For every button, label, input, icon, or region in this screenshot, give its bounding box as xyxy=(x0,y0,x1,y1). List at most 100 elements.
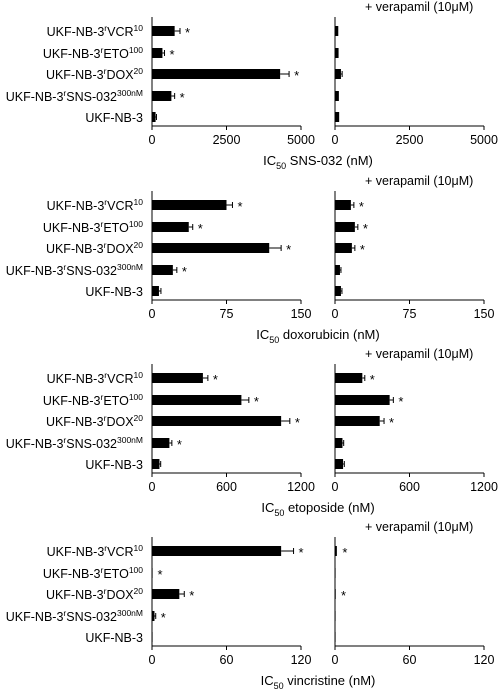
category-base-text: UKF-NB-3 xyxy=(85,458,143,472)
category-superscript: r xyxy=(104,197,107,207)
category-label: UKF-NB-3rSNS-032300nM xyxy=(6,88,143,104)
bar xyxy=(152,112,156,122)
x-axis-label: IC50 doxorubicin (nM) xyxy=(256,327,379,345)
category-base-text: UKF-NB-3 xyxy=(46,242,104,256)
category-base-text: UKF-NB-3 xyxy=(46,415,104,429)
x-tick-label: 120 xyxy=(474,653,495,667)
category-superscript: r xyxy=(104,66,107,76)
category-label: UKF-NB-3rDOX20 xyxy=(46,413,143,429)
x-axis-label-suffix: SNS-032 (nM) xyxy=(286,153,373,168)
category-superscript: 10 xyxy=(134,197,144,207)
bar xyxy=(152,243,270,253)
significance-marker: * xyxy=(360,242,365,257)
category-base-text: UKF-NB-3 xyxy=(47,199,105,213)
bar xyxy=(335,265,340,275)
bar xyxy=(335,589,336,599)
category-name-text: VCR xyxy=(107,545,133,559)
category-superscript: r xyxy=(104,413,107,423)
x-tick-label: 120 xyxy=(291,653,312,667)
significance-marker: * xyxy=(294,68,299,83)
bar xyxy=(152,69,281,79)
significance-marker: * xyxy=(359,199,364,214)
category-base-text: UKF-NB-3 xyxy=(43,567,101,581)
x-tick-label: 0 xyxy=(332,480,339,494)
x-tick-label: 60 xyxy=(403,653,417,667)
x-tick-label: 600 xyxy=(399,480,420,494)
category-base-text: UKF-NB-3 xyxy=(85,285,143,299)
x-tick-label: 2500 xyxy=(396,133,424,147)
significance-marker: * xyxy=(177,437,182,452)
category-label: UKF-NB-3rETO100 xyxy=(43,219,143,235)
x-axis-label-suffix: vincristine (nM) xyxy=(284,673,376,688)
category-name-text: ETO xyxy=(103,394,129,408)
bar xyxy=(335,568,336,578)
bar xyxy=(335,416,380,426)
x-tick-label: 75 xyxy=(403,307,417,321)
x-axis-label-prefix: IC xyxy=(256,327,269,342)
x-axis-label-subscript: 50 xyxy=(269,335,279,345)
category-superscript: r xyxy=(100,565,103,575)
x-axis-label: IC50 vincristine (nM) xyxy=(261,673,376,691)
category-superscript: 100 xyxy=(129,565,143,575)
category-base-text: UKF-NB-3 xyxy=(47,25,105,39)
bar xyxy=(335,611,336,621)
category-label: UKF-NB-3rVCR10 xyxy=(47,543,144,559)
category-base-text: UKF-NB-3 xyxy=(6,610,64,624)
significance-marker: * xyxy=(342,545,347,560)
bar xyxy=(335,200,351,210)
category-name-text: ETO xyxy=(103,567,129,581)
significance-marker: * xyxy=(157,567,162,582)
x-axis-label: IC50 SNS-032 (nM) xyxy=(263,153,373,171)
category-superscript: r xyxy=(104,543,107,553)
significance-marker: * xyxy=(161,610,166,625)
bar xyxy=(152,373,203,383)
category-base-text: UKF-NB-3 xyxy=(46,588,104,602)
significance-marker: * xyxy=(185,25,190,40)
category-label: UKF-NB-3rDOX20 xyxy=(46,586,143,602)
category-superscript: r xyxy=(104,240,107,250)
category-superscript: r xyxy=(100,392,103,402)
bar xyxy=(152,568,153,578)
x-tick-label: 0 xyxy=(149,133,156,147)
x-tick-label: 0 xyxy=(332,307,339,321)
x-tick-label: 5000 xyxy=(470,133,498,147)
category-superscript: 20 xyxy=(134,413,144,423)
category-name-text: SNS-032 xyxy=(66,264,117,278)
category-superscript: r xyxy=(63,88,66,98)
category-name-text: DOX xyxy=(106,242,134,256)
category-superscript: 20 xyxy=(134,586,144,596)
bar xyxy=(152,632,153,642)
bar xyxy=(335,373,363,383)
category-base-text: UKF-NB-3 xyxy=(47,372,105,386)
category-superscript: 10 xyxy=(134,370,144,380)
bar xyxy=(335,112,340,122)
category-label: UKF-NB-3rETO100 xyxy=(43,392,143,408)
category-superscript: 300nM xyxy=(117,435,143,445)
category-superscript: 300nM xyxy=(117,262,143,272)
bar xyxy=(335,632,336,642)
bar xyxy=(152,589,180,599)
category-superscript: 100 xyxy=(129,392,143,402)
category-label: UKF-NB-3 xyxy=(85,631,143,645)
category-label: UKF-NB-3rSNS-032300nM xyxy=(6,608,143,624)
category-superscript: 10 xyxy=(134,543,144,553)
category-label: UKF-NB-3rDOX20 xyxy=(46,240,143,256)
category-name-text: SNS-032 xyxy=(66,610,117,624)
category-name-text: DOX xyxy=(106,415,134,429)
x-tick-label: 0 xyxy=(332,133,339,147)
category-superscript: 10 xyxy=(134,23,144,33)
bar xyxy=(335,395,390,405)
bar xyxy=(335,69,341,79)
category-label: UKF-NB-3rVCR10 xyxy=(47,370,144,386)
bar xyxy=(152,91,172,101)
x-tick-label: 0 xyxy=(149,653,156,667)
category-label: UKF-NB-3rSNS-032300nM xyxy=(6,435,143,451)
category-superscript: r xyxy=(63,435,66,445)
panel-title: + verapamil (10μM) xyxy=(365,174,473,188)
category-superscript: r xyxy=(104,586,107,596)
x-tick-label: 600 xyxy=(216,480,237,494)
category-label: UKF-NB-3rVCR10 xyxy=(47,197,144,213)
category-name-text: VCR xyxy=(107,372,133,386)
bar xyxy=(152,286,159,296)
